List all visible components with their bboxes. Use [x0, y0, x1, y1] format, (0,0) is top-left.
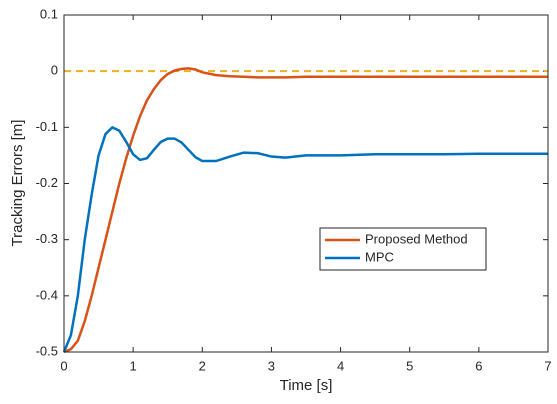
x-tick-label: 7	[544, 358, 551, 373]
y-tick-label: -0.2	[36, 175, 58, 190]
y-tick-label: 0	[51, 63, 58, 78]
x-tick-label: 2	[199, 358, 206, 373]
legend-box	[319, 227, 487, 271]
y-tick-label: -0.4	[36, 287, 58, 302]
y-axis-label: Tracking Errors [m]	[9, 120, 26, 247]
legend-label: Proposed Method	[365, 231, 468, 246]
x-tick-label: 1	[130, 358, 137, 373]
plot-area	[64, 15, 548, 352]
y-tick-label: -0.1	[36, 119, 58, 134]
x-tick-label: 5	[406, 358, 413, 373]
x-tick-label: 3	[268, 358, 275, 373]
x-tick-label: 6	[475, 358, 482, 373]
legend-label: MPC	[365, 249, 394, 264]
data-line	[63, 67, 548, 354]
x-tick-label: 4	[337, 358, 344, 373]
data-line	[62, 125, 548, 353]
x-axis-label: Time [s]	[280, 377, 333, 394]
y-tick-label: -0.5	[36, 343, 58, 358]
y-tick-label: -0.3	[36, 231, 58, 246]
axes-box	[63, 14, 549, 353]
x-tick-label: 0	[60, 358, 67, 373]
y-tick-label: 0.1	[40, 6, 58, 21]
